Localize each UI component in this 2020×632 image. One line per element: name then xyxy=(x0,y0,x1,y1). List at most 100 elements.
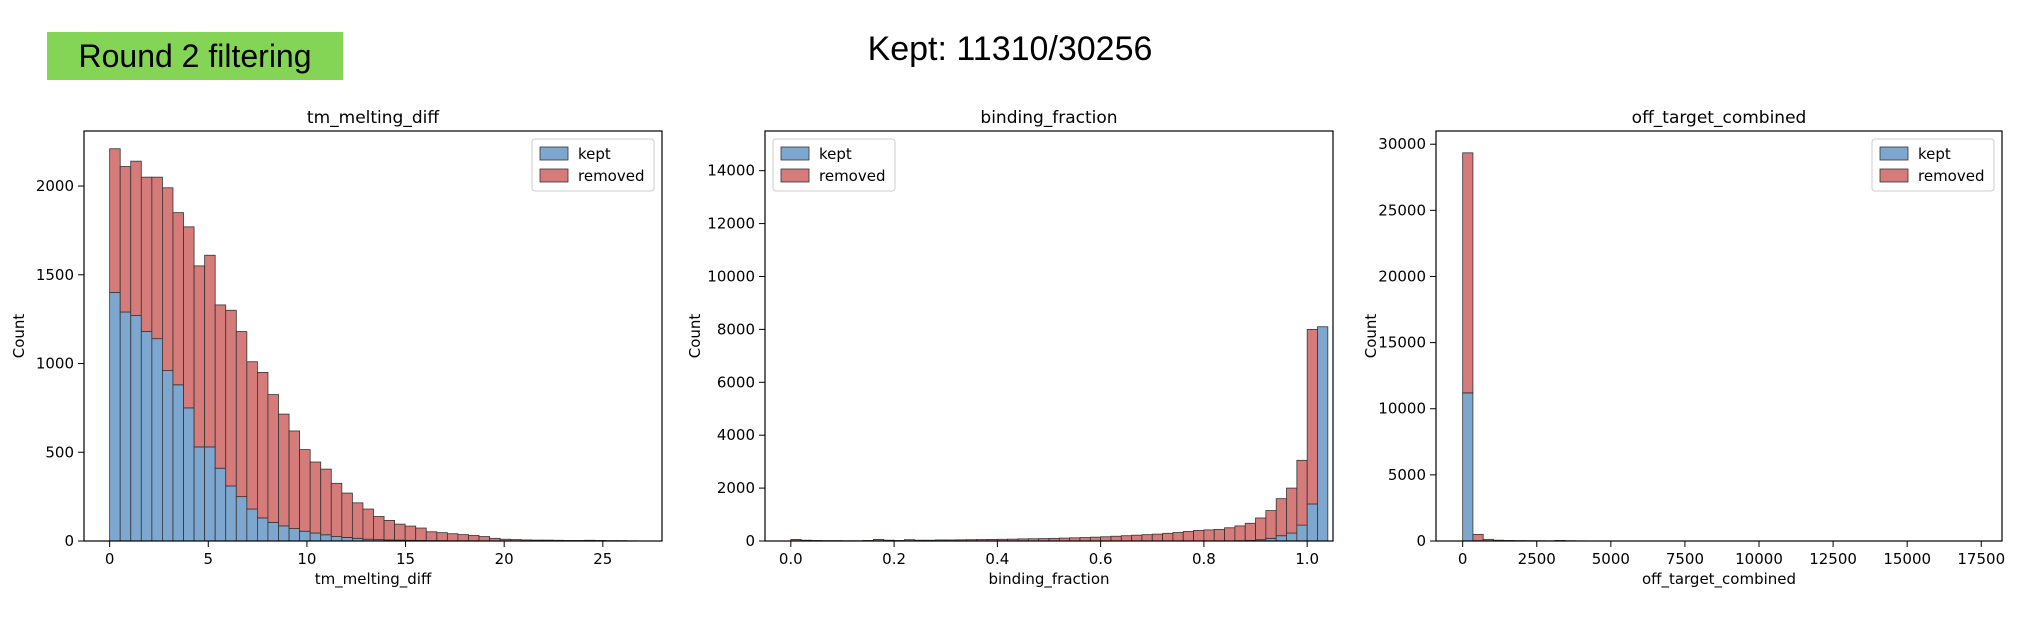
y-axis-label: Count xyxy=(1362,314,1380,359)
y-tick-label: 0 xyxy=(745,532,755,550)
bar-kept xyxy=(109,292,121,542)
y-tick-label: 4000 xyxy=(717,426,755,444)
y-tick-label: 30000 xyxy=(1378,135,1426,153)
x-tick-label: 15000 xyxy=(1883,550,1931,568)
bar-kept xyxy=(288,528,301,542)
legend-swatch-kept xyxy=(539,146,569,161)
chart-title: binding_fraction xyxy=(980,108,1117,128)
bar-removed xyxy=(309,461,322,534)
bar-removed xyxy=(256,371,269,519)
bar-removed xyxy=(330,482,343,537)
y-tick-label: 0 xyxy=(1416,532,1426,550)
bar-kept xyxy=(309,532,322,542)
chart-title: tm_melting_diff xyxy=(307,108,440,128)
bar-removed xyxy=(1306,328,1318,505)
axes-frame xyxy=(83,130,663,542)
bar-kept xyxy=(119,311,132,542)
bar-removed xyxy=(468,535,480,542)
x-tick-label: 0.2 xyxy=(882,550,906,568)
round-badge-label: Round 2 filtering xyxy=(78,37,312,74)
histogram-panel-1: 0.0 0.2 0.4 0.6 0.8 1.0 0 2000 4000 6000 8000 10000… xyxy=(686,108,1334,589)
kept-summary: Kept: 11310/30256 xyxy=(867,30,1153,68)
bar-removed xyxy=(1193,530,1205,542)
bar-removed xyxy=(1131,534,1143,542)
bar-removed xyxy=(425,531,438,542)
bar-removed xyxy=(278,413,290,527)
legend: kept removed xyxy=(772,138,896,192)
legend-swatch-removed xyxy=(780,168,810,183)
bar-kept xyxy=(267,521,279,542)
bar-removed xyxy=(478,536,490,542)
chart-title: off_target_combined xyxy=(1632,108,1807,128)
histogram-panel-2: 0 2500 5000 7500 10000 12500 15000 17500 0 5000 10… xyxy=(1362,108,2005,589)
x-tick-label: 1.0 xyxy=(1295,550,1319,568)
bar-kept xyxy=(1275,535,1287,542)
x-tick-label: 15 xyxy=(396,550,415,568)
bar-removed xyxy=(119,166,132,313)
bar-kept xyxy=(1296,524,1308,542)
bar-kept xyxy=(140,331,153,542)
y-tick-label: 5000 xyxy=(1388,466,1426,484)
bar-removed xyxy=(1472,533,1484,542)
bar-removed xyxy=(415,527,427,541)
y-tick-label: 12000 xyxy=(707,215,755,233)
legend-label-kept: kept xyxy=(578,145,611,163)
bar-removed xyxy=(1462,152,1474,394)
bar-removed xyxy=(1162,532,1174,542)
bar-removed xyxy=(204,254,216,448)
bar-removed xyxy=(1182,531,1194,542)
axes-frame xyxy=(764,130,1334,542)
legend-label-removed: removed xyxy=(1918,167,1984,185)
y-tick-label: 2000 xyxy=(717,479,755,497)
bar-removed xyxy=(109,148,121,293)
bar-removed xyxy=(1100,536,1112,542)
y-tick-label: 6000 xyxy=(717,373,755,391)
bar-removed xyxy=(1151,533,1163,542)
bar-removed xyxy=(246,361,258,510)
bar-kept xyxy=(1317,326,1329,542)
y-tick-label: 0 xyxy=(64,532,74,550)
bar-kept xyxy=(214,467,227,542)
bar-removed xyxy=(172,212,184,386)
bar-kept xyxy=(193,446,206,542)
bar-removed xyxy=(288,430,301,529)
bar-kept xyxy=(225,485,237,542)
x-tick-label: 5 xyxy=(204,550,214,568)
bar-removed xyxy=(225,309,237,487)
x-axis-label: tm_melting_diff xyxy=(315,570,432,589)
x-tick-label: 12500 xyxy=(1809,550,1857,568)
x-tick-label: 0.4 xyxy=(985,550,1009,568)
bar-kept xyxy=(204,446,216,542)
bar-removed xyxy=(1234,525,1246,542)
bar-kept xyxy=(183,407,195,542)
y-tick-label: 1500 xyxy=(36,266,74,284)
bar-kept xyxy=(299,530,311,542)
legend: kept removed xyxy=(1871,138,1995,192)
bar-removed xyxy=(183,226,195,409)
legend-swatch-removed xyxy=(539,168,569,183)
x-tick-label: 0 xyxy=(105,550,115,568)
axes-frame xyxy=(1435,130,2003,542)
bar-removed xyxy=(1203,529,1215,542)
x-tick-label: 5000 xyxy=(1592,550,1630,568)
bar-kept xyxy=(1306,503,1318,542)
y-tick-label: 15000 xyxy=(1378,334,1426,352)
x-tick-label: 10 xyxy=(297,550,316,568)
bar-removed xyxy=(267,394,279,523)
bar-removed xyxy=(130,160,142,316)
y-tick-label: 10000 xyxy=(1378,400,1426,418)
x-tick-label: 10000 xyxy=(1735,550,1783,568)
x-tick-label: 25 xyxy=(593,550,612,568)
legend-swatch-kept xyxy=(780,146,810,161)
bar-kept xyxy=(1462,392,1474,542)
bar-removed xyxy=(446,533,459,542)
bar-removed xyxy=(362,508,374,540)
bar-removed xyxy=(140,176,153,332)
legend: kept removed xyxy=(531,138,655,192)
bar-removed xyxy=(404,525,417,541)
bar-removed xyxy=(214,304,227,469)
legend-label-kept: kept xyxy=(819,145,852,163)
bar-removed xyxy=(1110,535,1122,542)
bar-kept xyxy=(172,384,184,542)
